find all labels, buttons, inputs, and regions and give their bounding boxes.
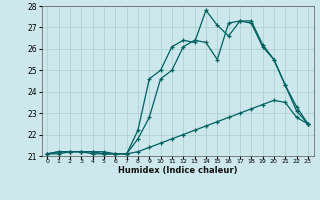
X-axis label: Humidex (Indice chaleur): Humidex (Indice chaleur) [118,166,237,175]
